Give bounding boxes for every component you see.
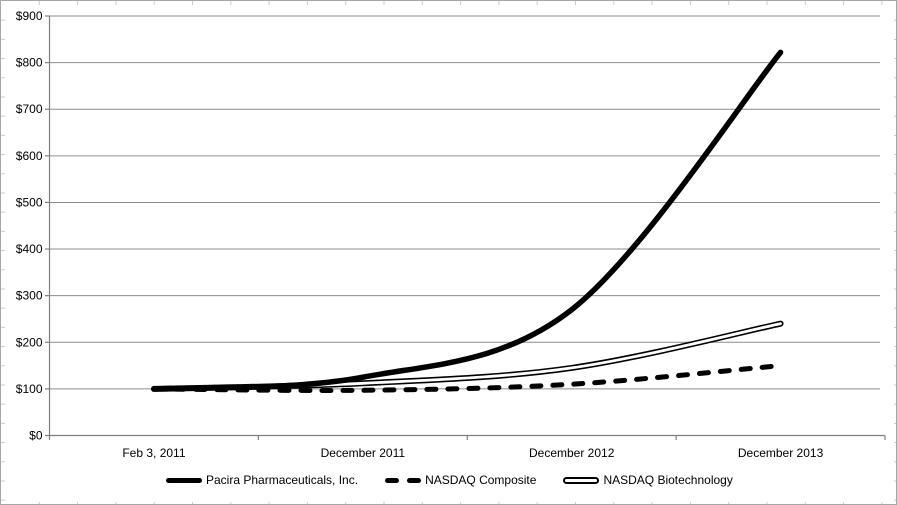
y-axis-tick-label: $500 <box>16 195 43 209</box>
x-axis-category-label: December 2011 <box>321 446 406 460</box>
y-axis-tick-label: $700 <box>16 102 43 116</box>
x-axis-category-label: Feb 3, 2011 <box>122 446 185 460</box>
y-axis-tick-label: $200 <box>16 335 43 349</box>
y-axis-tick-label: $600 <box>16 149 43 163</box>
y-axis-tick-label: $100 <box>16 382 43 396</box>
dashed-line-swatch <box>385 477 422 483</box>
chart-legend: Pacira Pharmaceuticals, Inc. NASDAQ Comp… <box>166 472 733 488</box>
solid-line-swatch <box>166 477 202 483</box>
series-line-pacira-pharmaceuticals-inc- <box>151 49 784 392</box>
legend-item-pacira: Pacira Pharmaceuticals, Inc. <box>166 472 358 488</box>
x-axis-category-label: December 2012 <box>529 446 615 460</box>
legend-item-nasdaq-composite: NASDAQ Composite <box>385 472 536 488</box>
legend-item-nasdaq-biotechnology: NASDAQ Biotechnology <box>563 472 733 488</box>
legend-label: NASDAQ Composite <box>425 473 537 487</box>
legend-label: Pacira Pharmaceuticals, Inc. <box>206 473 359 487</box>
y-axis-tick-label: $800 <box>16 56 43 70</box>
y-axis-tick-label: $400 <box>16 242 43 256</box>
double-line-swatch <box>563 476 600 484</box>
y-axis-tick-label: $0 <box>29 429 43 443</box>
x-axis-category-label: December 2013 <box>738 446 824 460</box>
y-axis-tick-label: $300 <box>16 289 43 303</box>
y-axis-tick-label: $900 <box>16 9 43 23</box>
legend-label: NASDAQ Biotechnology <box>603 473 733 487</box>
